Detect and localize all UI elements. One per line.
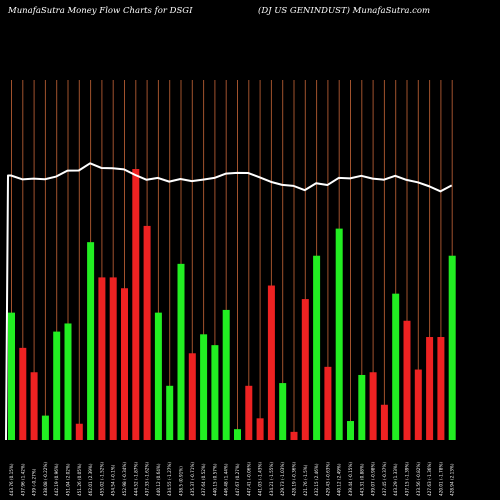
- money-flow-bar: [313, 255, 321, 440]
- money-flow-bar: [211, 345, 219, 440]
- money-flow-bar: [222, 309, 230, 440]
- x-tick-label: 440.15 (0.57%): [212, 463, 217, 496]
- x-tick-label: 437.15 (-1.39%): [405, 462, 410, 496]
- money-flow-bar: [121, 288, 128, 440]
- money-flow-bar: [380, 404, 388, 440]
- money-flow-bar: [8, 312, 15, 440]
- x-tick-label: 451.26 (0.05%): [77, 463, 82, 496]
- x-tick-label: 438.08 (-0.22%): [43, 462, 48, 496]
- price-series-line: [5, 162, 453, 441]
- x-tick-label: 443.76 (0.15%): [9, 463, 14, 496]
- money-flow-bar: [347, 421, 354, 440]
- x-tick-label: 420.01 (-1.78%): [438, 462, 443, 496]
- money-flow-bar: [437, 337, 445, 440]
- x-tick-label: 437.33 (-1.62%): [145, 462, 150, 496]
- money-flow-bar: [279, 383, 287, 440]
- money-flow-bar: [143, 225, 151, 440]
- money-flow-bar: [369, 372, 377, 440]
- x-tick-label: 433.56 (-0.82%): [416, 462, 421, 496]
- money-flow-bar: [53, 331, 61, 440]
- money-flow-bar: [234, 429, 241, 440]
- money-flow-bar: [200, 334, 208, 440]
- x-tick-label: 429.73 (-1.03%): [280, 462, 285, 496]
- money-flow-bar: [41, 415, 49, 440]
- x-tick-label: 446.48 (1.44%): [224, 463, 229, 496]
- x-tick-label: 435.37 (-0.71%): [190, 462, 195, 496]
- money-flow-bar: [19, 347, 27, 440]
- x-tick-label: 443.29 (1.33%): [393, 463, 398, 496]
- money-flow-bar: [358, 374, 366, 440]
- x-tick-label: 437.96 (1.42%): [20, 463, 25, 496]
- x-tick-label: 437.64 (0.52%): [201, 463, 206, 496]
- x-tick-label: 437.45 (-0.37%): [382, 462, 387, 496]
- x-tick-labels: 443.76 (0.15%) 437.96 (1.42%) 439 (-0.27%)…: [9, 462, 455, 496]
- money-flow-bar: [324, 366, 332, 440]
- x-tick-label: 441.03 (-1.43%): [258, 462, 263, 496]
- x-tick-label: 438.5 (0.91%): [179, 466, 184, 496]
- money-flow-bar: [256, 418, 264, 440]
- x-tick-label: 428.19 (-0.36%): [292, 462, 297, 496]
- x-tick-label: 442.19 (0.96%): [54, 463, 59, 496]
- money-flow-bar: [30, 372, 38, 440]
- money-flow-bar: [64, 323, 72, 440]
- money-flow-bar: [154, 312, 162, 440]
- money-flow-bar: [414, 369, 422, 440]
- x-tick-label: 447.41 (-0.06%): [246, 462, 251, 496]
- money-flow-bar: [392, 293, 400, 440]
- x-tick-label: 434.55 (-1.27%): [167, 462, 172, 496]
- x-tick-label: 462.01 (2.39%): [88, 463, 93, 496]
- money-flow-bar: [301, 299, 309, 440]
- x-tick-label: 439.44 (-0.15%): [348, 462, 353, 496]
- money-flow-bar: [87, 242, 95, 440]
- money-flow-bar: [335, 228, 343, 440]
- x-tick-label: 447.67 (0.27%): [235, 463, 240, 496]
- grid-lines: [11, 80, 453, 440]
- site-title: (DJ US GENINDUST) MunafaSutra.com: [258, 6, 431, 16]
- x-tick-label: 452.98 (-0.34%): [122, 462, 127, 496]
- money-flow-bar: [290, 431, 298, 440]
- x-tick-label: 434.21 (-1.55%): [269, 462, 274, 496]
- x-tick-label: 428.94 (2.13%): [450, 463, 455, 496]
- price-line: [5, 162, 453, 441]
- x-tick-label: 432.15 (2.46%): [314, 463, 319, 496]
- money-flow-bar: [426, 337, 434, 440]
- money-flow-bar: [177, 263, 185, 440]
- x-tick-label: 451.04 (2.02%): [66, 463, 71, 496]
- volume-bars: [8, 169, 456, 440]
- x-tick-label: 440.12 (2.49%): [337, 463, 342, 496]
- x-tick-label: 439 (-0.27%): [32, 468, 37, 496]
- money-flow-bar: [188, 353, 196, 440]
- x-tick-label: 455.02 (-1.52%): [99, 462, 104, 496]
- chart-title: MunafaSutra Money Flow Charts for DSGI: [8, 6, 193, 16]
- money-flow-bar: [75, 423, 83, 440]
- money-flow-bar: [109, 277, 117, 440]
- x-tick-label: 444.52 (-1.87%): [133, 462, 138, 496]
- money-flow-bar: [132, 169, 140, 440]
- money-flow-bar: [98, 277, 106, 440]
- x-tick-label: 427.63 (-1.36%): [427, 462, 432, 496]
- x-tick-label: 429.43 (-0.63%): [325, 462, 330, 496]
- money-flow-bar: [267, 285, 275, 440]
- x-tick-label: 454.54 (-0.1%): [111, 464, 116, 496]
- money-flow-bar: [166, 385, 174, 440]
- x-tick-label: 443.31 (0.88%): [359, 463, 364, 496]
- money-flow-bar: [245, 385, 253, 440]
- money-flow-bar: [448, 255, 456, 440]
- money-flow-bar: [403, 320, 411, 440]
- x-tick-label: 421.76 (-1.5%): [303, 464, 308, 496]
- x-tick-label: 440.12 (0.64%): [156, 463, 161, 496]
- x-tick-label: 439.07 (-0.98%): [371, 462, 376, 496]
